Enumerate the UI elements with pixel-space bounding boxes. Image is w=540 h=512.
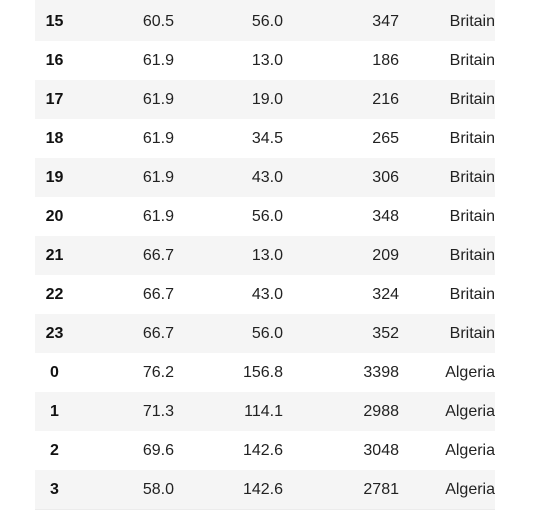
cell-col3: 324 (372, 285, 399, 303)
cell-col1: 66.7 (142, 324, 174, 342)
table-body: 15 60.5 56.0 347 Britain 16 61.9 13.0 18… (35, 2, 495, 509)
table-row: 16 61.9 13.0 186 Britain (35, 41, 495, 80)
cell-col2: 43.0 (251, 168, 283, 186)
cell-country: Britain (449, 246, 495, 264)
table-row: 18 61.9 34.5 265 Britain (35, 119, 495, 158)
table-row: 0 76.2 156.8 3398 Algeria (35, 353, 495, 392)
row-index: 23 (45, 324, 64, 342)
cell-col2: 43.0 (251, 285, 283, 303)
cell-col3: 306 (372, 168, 399, 186)
row-index: 2 (50, 441, 59, 459)
cell-col2: 56.0 (251, 12, 283, 30)
row-index: 0 (50, 363, 59, 381)
row-index: 20 (45, 207, 64, 225)
cell-col1: 61.9 (142, 90, 174, 108)
cell-col1: 66.7 (142, 246, 174, 264)
cell-country: Algeria (445, 441, 495, 459)
cell-col2: 156.8 (242, 363, 283, 381)
cell-country: Britain (449, 129, 495, 147)
table-row: 21 66.7 13.0 209 Britain (35, 236, 495, 275)
cell-col2: 13.0 (251, 246, 283, 264)
cell-col1: 76.2 (142, 363, 174, 381)
table-row: 23 66.7 56.0 352 Britain (35, 314, 495, 353)
table-row: 22 66.7 43.0 324 Britain (35, 275, 495, 314)
dataframe-container[interactable]: 15 60.5 56.0 347 Britain 16 61.9 13.0 18… (35, 0, 495, 512)
row-index: 21 (45, 246, 64, 264)
cell-col3: 186 (372, 51, 399, 69)
table-row: 1 71.3 114.1 2988 Algeria (35, 392, 495, 431)
cell-col3: 347 (372, 12, 399, 30)
row-index: 15 (45, 12, 64, 30)
cell-col1: 61.9 (142, 168, 174, 186)
cell-col2: 142.6 (242, 441, 283, 459)
row-index: 16 (45, 51, 64, 69)
row-index: 17 (45, 90, 64, 108)
table-top-edge (35, 0, 495, 2)
cell-country: Britain (449, 90, 495, 108)
table-row: 3 58.0 142.6 2781 Algeria (35, 470, 495, 509)
cell-country: Britain (449, 285, 495, 303)
dataframe-table: 15 60.5 56.0 347 Britain 16 61.9 13.0 18… (35, 2, 495, 509)
cell-col1: 69.6 (142, 441, 174, 459)
table-row: 2 69.6 142.6 3048 Algeria (35, 431, 495, 470)
cell-country: Britain (449, 12, 495, 30)
cell-col1: 61.9 (142, 207, 174, 225)
cell-col3: 3398 (363, 363, 399, 381)
cell-country: Algeria (445, 363, 495, 381)
cell-country: Britain (449, 207, 495, 225)
row-index: 3 (50, 480, 59, 498)
cell-col3: 3048 (363, 441, 399, 459)
table-bottom-edge (35, 509, 495, 510)
row-index: 19 (45, 168, 64, 186)
row-index: 22 (45, 285, 64, 303)
table-row: 19 61.9 43.0 306 Britain (35, 158, 495, 197)
table-row: 20 61.9 56.0 348 Britain (35, 197, 495, 236)
cell-country: Britain (449, 51, 495, 69)
cell-col2: 142.6 (242, 480, 283, 498)
cell-col2: 114.1 (244, 402, 283, 420)
cell-col3: 2988 (363, 402, 399, 420)
table-row: 15 60.5 56.0 347 Britain (35, 2, 495, 41)
row-index: 1 (50, 402, 59, 420)
cell-country: Algeria (445, 402, 495, 420)
cell-col2: 13.0 (251, 51, 283, 69)
cell-col3: 265 (372, 129, 399, 147)
cell-col3: 216 (372, 90, 399, 108)
cell-country: Algeria (445, 480, 495, 498)
cell-col2: 19.0 (251, 90, 283, 108)
cell-col1: 61.9 (142, 51, 174, 69)
cell-col3: 352 (372, 324, 399, 342)
cell-col1: 66.7 (142, 285, 174, 303)
cell-col2: 56.0 (251, 207, 283, 225)
cell-country: Britain (449, 324, 495, 342)
row-index: 18 (45, 129, 64, 147)
cell-col2: 34.5 (251, 129, 283, 147)
cell-col2: 56.0 (251, 324, 283, 342)
cell-col3: 209 (372, 246, 399, 264)
cell-col1: 58.0 (142, 480, 174, 498)
cell-country: Britain (449, 168, 495, 186)
cell-col3: 348 (372, 207, 399, 225)
table-row: 17 61.9 19.0 216 Britain (35, 80, 495, 119)
cell-col1: 71.3 (142, 402, 174, 420)
cell-col3: 2781 (363, 480, 399, 498)
cell-col1: 61.9 (142, 129, 174, 147)
cell-col1: 60.5 (142, 12, 174, 30)
